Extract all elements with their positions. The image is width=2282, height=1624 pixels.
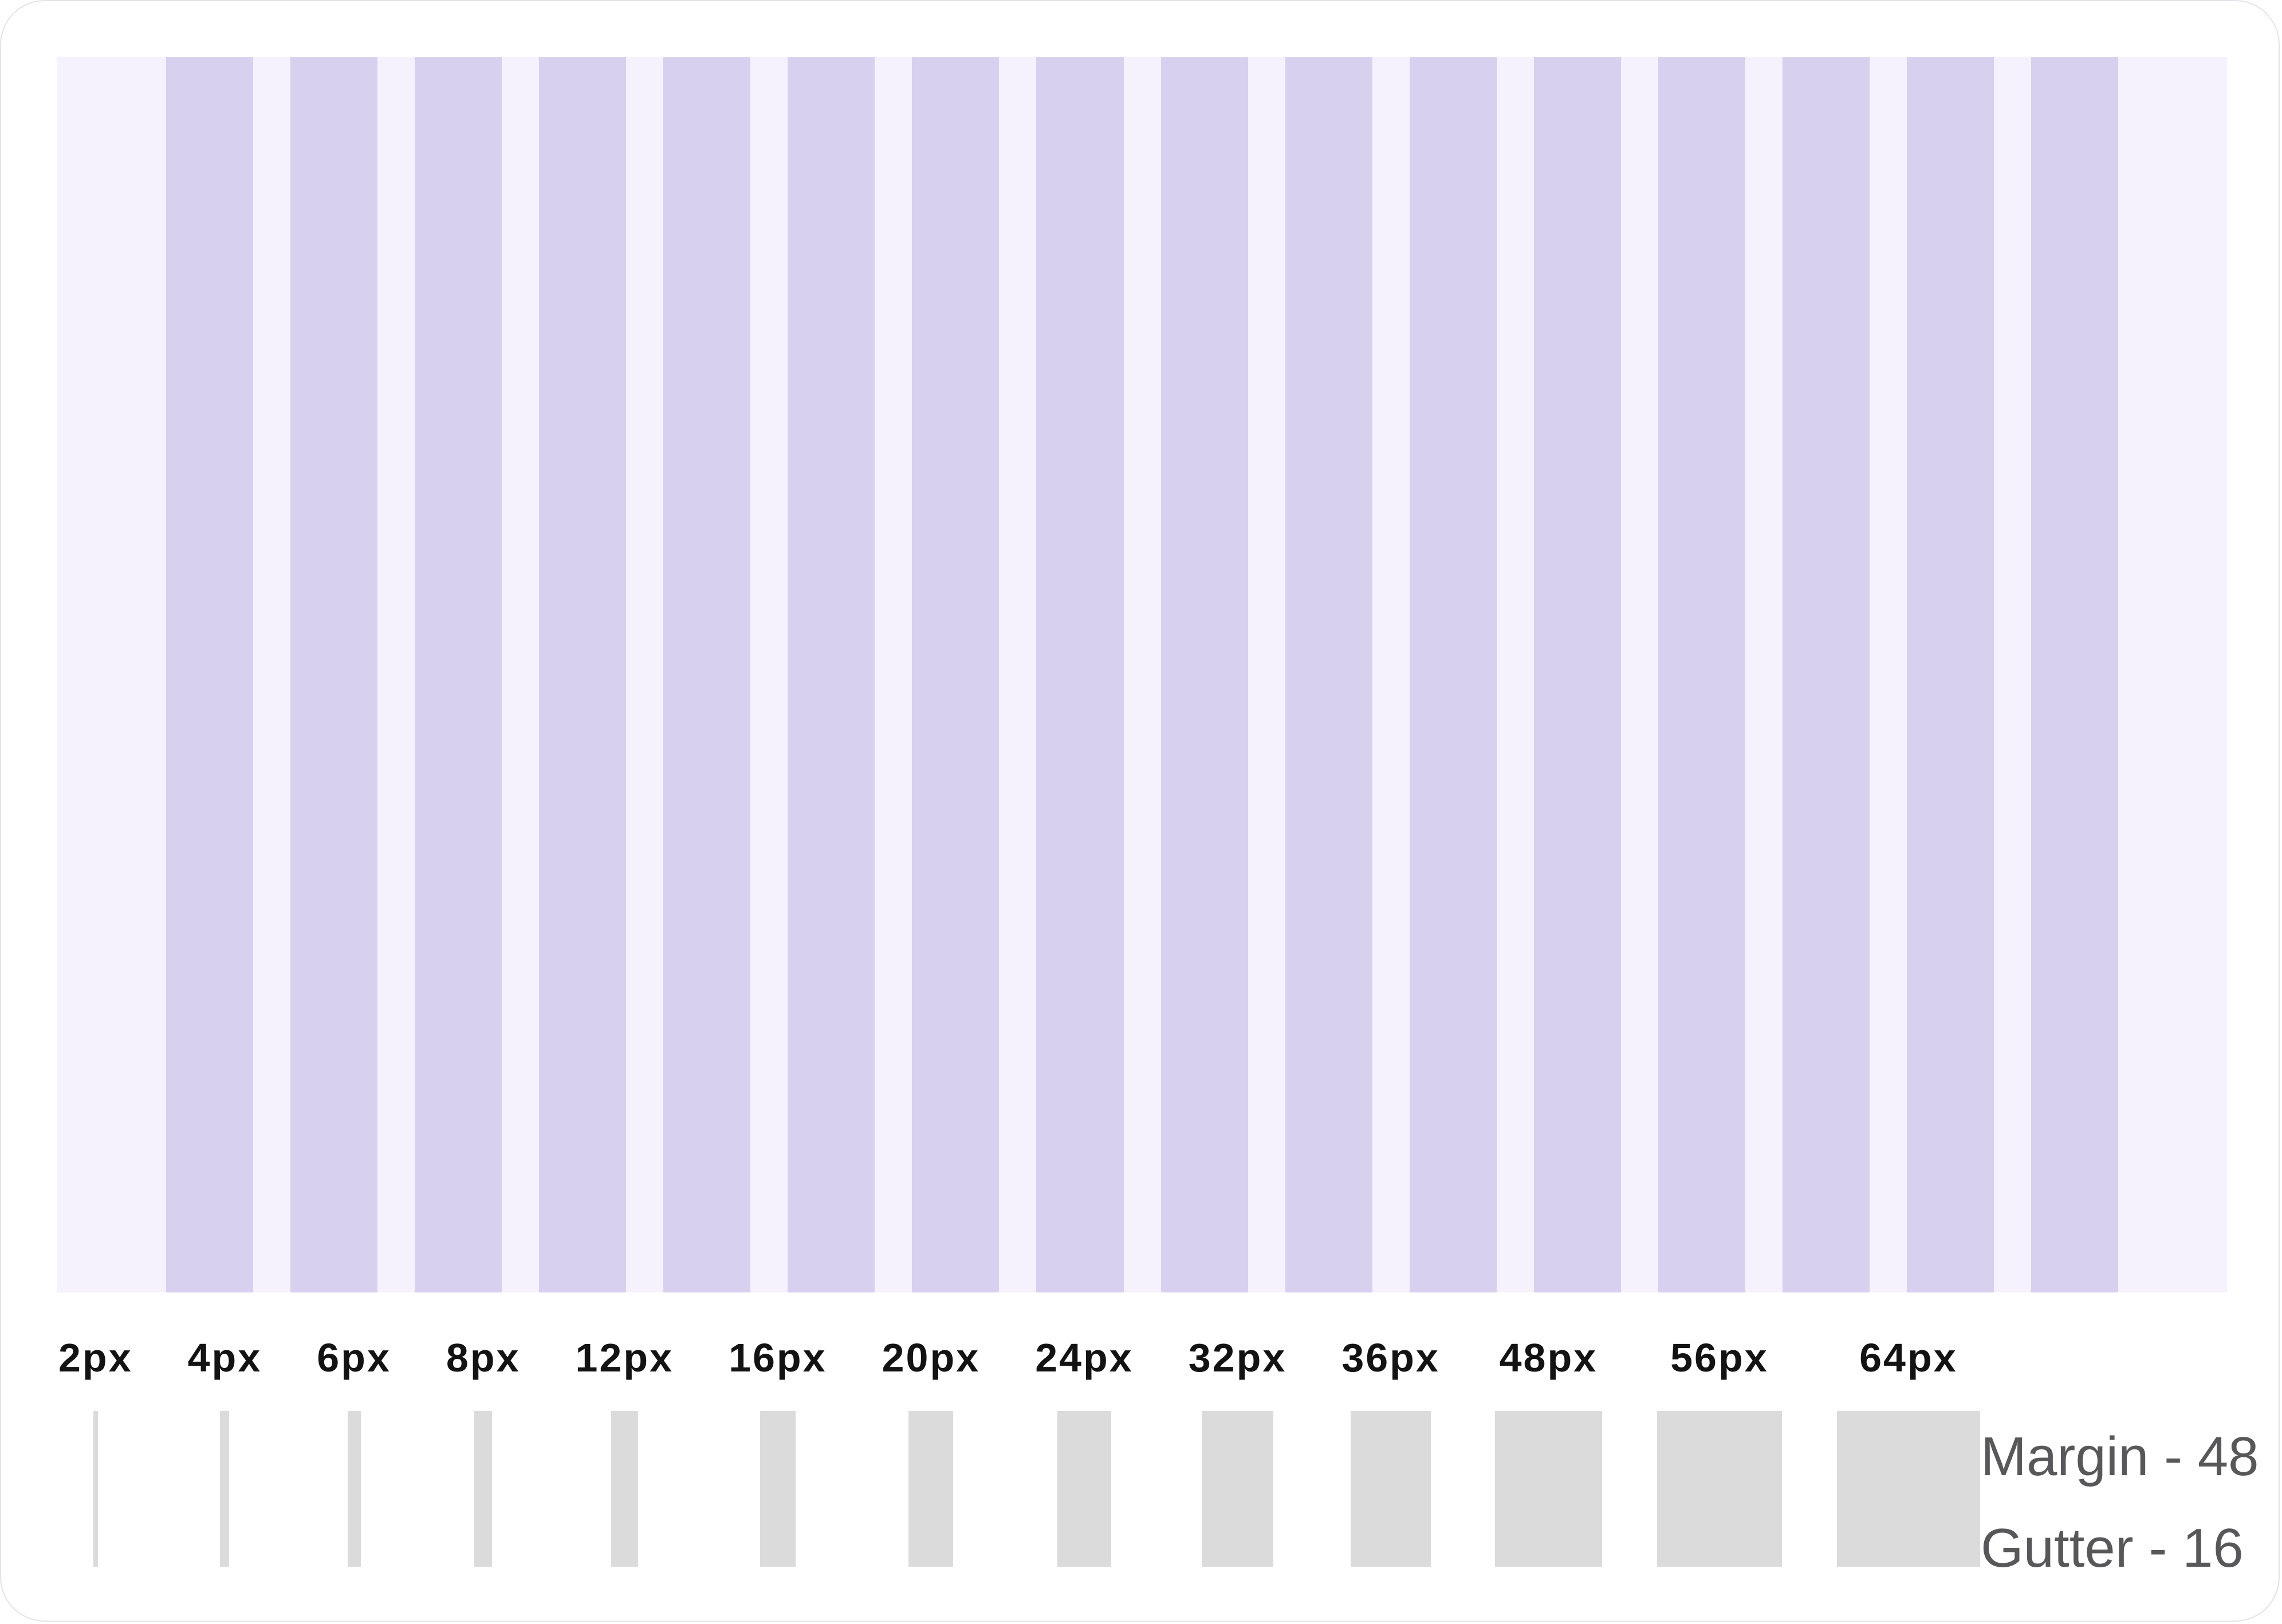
spacing-bar bbox=[1351, 1411, 1431, 1567]
spacing-bar bbox=[760, 1411, 796, 1567]
spacing-label: 16px bbox=[729, 1335, 827, 1380]
spacing-label: 12px bbox=[575, 1335, 674, 1380]
spacing-bar bbox=[611, 1411, 638, 1567]
grid-column bbox=[912, 57, 1000, 1292]
spacing-bar bbox=[908, 1411, 954, 1567]
spacing-bar bbox=[1057, 1411, 1111, 1567]
legend-margin-label: Margin - 48 bbox=[1981, 1426, 2259, 1487]
grid-legend: Margin - 48 Gutter - 16 bbox=[1981, 1411, 2259, 1594]
grid-column bbox=[2031, 57, 2118, 1292]
spacing-item: 64px bbox=[1836, 1333, 1980, 1567]
grid-column bbox=[788, 57, 875, 1292]
spacing-label: 64px bbox=[1859, 1335, 1958, 1380]
grid-column bbox=[1160, 57, 1248, 1292]
spacing-item: 6px bbox=[317, 1333, 391, 1567]
spacing-item: 4px bbox=[188, 1333, 262, 1567]
grid-column bbox=[290, 57, 378, 1292]
spacing-item: 2px bbox=[58, 1333, 133, 1567]
spacing-scale-row: 2px 4px 6px 8px 12px 16px 20px 24px 32px… bbox=[1, 1333, 2279, 1567]
spacing-label: 36px bbox=[1341, 1335, 1440, 1380]
spacing-item: 16px bbox=[729, 1333, 827, 1567]
spacing-bar bbox=[93, 1411, 98, 1567]
spacing-label: 20px bbox=[882, 1335, 981, 1380]
spacing-label: 48px bbox=[1499, 1335, 1598, 1380]
grid-column bbox=[1658, 57, 1745, 1292]
grid-column bbox=[1036, 57, 1124, 1292]
spacing-item: 48px bbox=[1494, 1333, 1602, 1567]
grid-column bbox=[663, 57, 751, 1292]
spacing-item: 12px bbox=[576, 1333, 674, 1567]
spacing-label: 32px bbox=[1188, 1335, 1287, 1380]
grid-column bbox=[1906, 57, 1994, 1292]
spacing-item: 32px bbox=[1189, 1333, 1287, 1567]
spacing-label: 2px bbox=[58, 1335, 133, 1380]
spacing-bar bbox=[347, 1411, 361, 1567]
column-grid bbox=[57, 57, 2227, 1292]
spacing-label: 6px bbox=[317, 1335, 391, 1380]
spacing-label: 56px bbox=[1670, 1335, 1769, 1380]
spacing-bar bbox=[1657, 1411, 1782, 1567]
spacing-bar bbox=[474, 1411, 493, 1567]
spacing-item: 36px bbox=[1341, 1333, 1440, 1567]
spacing-bar bbox=[1836, 1411, 1980, 1567]
spacing-bar bbox=[1494, 1411, 1602, 1567]
grid-column bbox=[166, 57, 254, 1292]
spacing-item: 20px bbox=[882, 1333, 981, 1567]
grid-column bbox=[539, 57, 627, 1292]
grid-column bbox=[1409, 57, 1497, 1292]
spacing-label: 24px bbox=[1035, 1335, 1134, 1380]
spacing-item: 8px bbox=[446, 1333, 521, 1567]
grid-column bbox=[1533, 57, 1621, 1292]
spacing-item: 56px bbox=[1657, 1333, 1782, 1567]
spacing-item: 24px bbox=[1035, 1333, 1134, 1567]
grid-column bbox=[1782, 57, 1870, 1292]
legend-gutter-label: Gutter - 16 bbox=[1981, 1517, 2244, 1579]
grid-column bbox=[1285, 57, 1372, 1292]
spacing-bar bbox=[220, 1411, 230, 1567]
spacing-bar bbox=[1202, 1411, 1274, 1567]
grid-column bbox=[415, 57, 502, 1292]
spacing-label: 4px bbox=[187, 1335, 262, 1380]
spacing-label: 8px bbox=[446, 1335, 521, 1380]
